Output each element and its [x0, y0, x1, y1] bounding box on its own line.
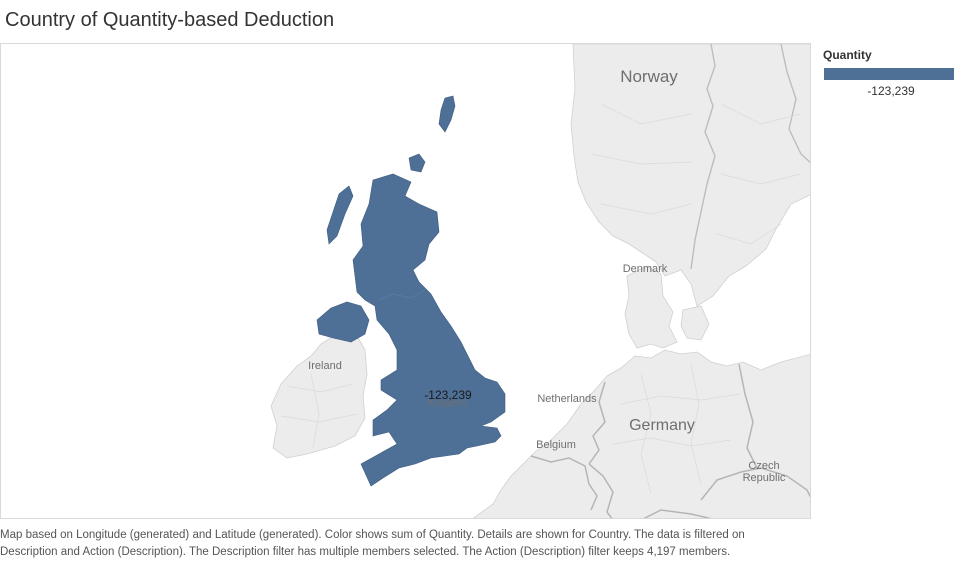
map-canvas[interactable]: Norway Denmark Ireland Netherlands Belgi… [1, 44, 811, 519]
label-uk: Kingdom [427, 398, 466, 409]
norway-sweden-land [570, 44, 810, 307]
ireland-county-lines [280, 373, 358, 449]
legend-title: Quantity [823, 48, 872, 62]
germany-france-border [588, 463, 614, 518]
label-germany: Germany [629, 417, 695, 434]
ireland-land [270, 333, 368, 459]
regional-boundaries [590, 103, 802, 495]
label-czech-line1: Czech [748, 460, 779, 472]
continental-europe-land [473, 349, 810, 518]
legend-value-label: -123,239 [867, 84, 915, 98]
denmark-land [624, 265, 678, 349]
label-norway: Norway [620, 67, 678, 86]
germany-poland-border [738, 363, 758, 469]
czech-border [700, 467, 810, 501]
label-denmark: Denmark [623, 263, 668, 275]
page-title: Country of Quantity-based Deduction [5, 9, 335, 31]
label-ireland: Ireland [308, 360, 342, 372]
map-view[interactable]: Norway Denmark Ireland Netherlands Belgi… [0, 43, 811, 519]
uk-value-label: -123,239 [424, 388, 472, 402]
caption: Map based on Longitude (generated) and L… [0, 529, 745, 558]
norway-sweden-border [690, 44, 716, 270]
legend: Quantity -123,239 [823, 48, 959, 98]
austria-border [643, 509, 712, 518]
label-czech-line2: Republic [743, 472, 786, 484]
zealand-land [680, 305, 710, 341]
belgium-border [530, 455, 598, 511]
sweden-finland-border [780, 44, 810, 164]
label-belgium: Belgium [536, 439, 576, 451]
netherlands-germany-border [588, 381, 606, 465]
label-netherlands: Netherlands [537, 393, 597, 405]
legend-color-swatch [823, 67, 955, 81]
uk-shape[interactable] [316, 95, 506, 487]
